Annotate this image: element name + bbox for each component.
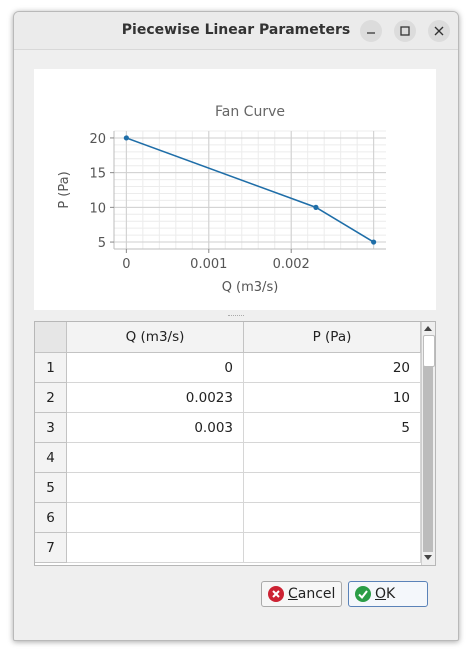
maximize-icon xyxy=(400,26,410,36)
scroll-up-icon[interactable] xyxy=(424,326,432,331)
cancel-icon xyxy=(268,586,284,602)
cell-p[interactable]: 20 xyxy=(244,353,421,383)
chart-title: Fan Curve xyxy=(215,104,285,120)
cell-q[interactable] xyxy=(67,443,244,473)
splitter-handle[interactable] xyxy=(228,315,244,318)
row-header[interactable]: 4 xyxy=(35,443,67,473)
x-tick-label: 0 xyxy=(122,257,130,272)
ok-button[interactable]: OK xyxy=(348,581,428,607)
cancel-button[interactable]: Cancel xyxy=(261,581,342,607)
title-bar[interactable]: Piecewise Linear Parameters xyxy=(14,12,458,50)
cell-q[interactable] xyxy=(67,503,244,533)
minimize-icon xyxy=(367,32,375,34)
column-header-p[interactable]: P (Pa) xyxy=(244,322,421,353)
x-tick-label: 0.001 xyxy=(190,257,227,272)
chart-panel: 0 0.001 0.002 5 10 15 20 Fan Curve Q (m3/s) P (Pa… xyxy=(34,69,436,310)
row-header[interactable]: 7 xyxy=(35,533,67,563)
cell-p[interactable] xyxy=(244,443,421,473)
y-tick-label: 10 xyxy=(89,201,106,216)
table-corner[interactable] xyxy=(35,322,67,353)
row-header[interactable]: 2 xyxy=(35,383,67,413)
cell-p[interactable] xyxy=(244,533,421,563)
close-icon xyxy=(434,26,444,36)
cell-q[interactable] xyxy=(67,533,244,563)
row-header[interactable]: 1 xyxy=(35,353,67,383)
x-axis-label: Q (m3/s) xyxy=(222,280,279,295)
parameters-table: Q (m3/s) P (Pa) 1 0 20 2 0.0023 10 3 0.003 5 4 5 6 7 xyxy=(34,321,436,566)
cell-p[interactable]: 10 xyxy=(244,383,421,413)
minimize-button[interactable] xyxy=(360,20,382,42)
dialog-window: Piecewise Linear Parameters 0 0.001 0.002 5… xyxy=(13,11,459,641)
window-title: Piecewise Linear Parameters xyxy=(121,22,351,38)
column-header-q[interactable]: Q (m3/s) xyxy=(67,322,244,353)
ok-label: OK xyxy=(375,586,396,602)
cell-q[interactable]: 0 xyxy=(67,353,244,383)
checkmark-icon xyxy=(355,586,371,602)
fan-curve-chart: 0 0.001 0.002 5 10 15 20 Fan Curve Q (m3/s) P (Pa… xyxy=(57,104,386,295)
y-axis-label: P (Pa) xyxy=(57,171,72,208)
x-tick-label: 0.002 xyxy=(273,257,310,272)
cell-p[interactable] xyxy=(244,473,421,503)
vertical-scrollbar[interactable] xyxy=(421,322,435,565)
row-header[interactable]: 5 xyxy=(35,473,67,503)
scroll-trough[interactable] xyxy=(423,366,433,552)
cell-q[interactable]: 0.003 xyxy=(67,413,244,443)
cell-q[interactable] xyxy=(67,473,244,503)
row-header[interactable]: 6 xyxy=(35,503,67,533)
cell-p[interactable] xyxy=(244,503,421,533)
close-button[interactable] xyxy=(428,20,450,42)
row-header[interactable]: 3 xyxy=(35,413,67,443)
scroll-thumb[interactable] xyxy=(423,335,435,367)
data-point xyxy=(371,239,377,245)
y-tick-label: 5 xyxy=(98,236,106,251)
data-point xyxy=(123,135,129,141)
scroll-down-icon[interactable] xyxy=(424,555,432,560)
y-tick-label: 15 xyxy=(89,167,106,182)
cancel-label: Cancel xyxy=(288,586,336,602)
cell-q[interactable]: 0.0023 xyxy=(67,383,244,413)
maximize-button[interactable] xyxy=(394,20,416,42)
data-point xyxy=(313,204,319,210)
y-tick-label: 20 xyxy=(89,132,106,147)
cell-p[interactable]: 5 xyxy=(244,413,421,443)
